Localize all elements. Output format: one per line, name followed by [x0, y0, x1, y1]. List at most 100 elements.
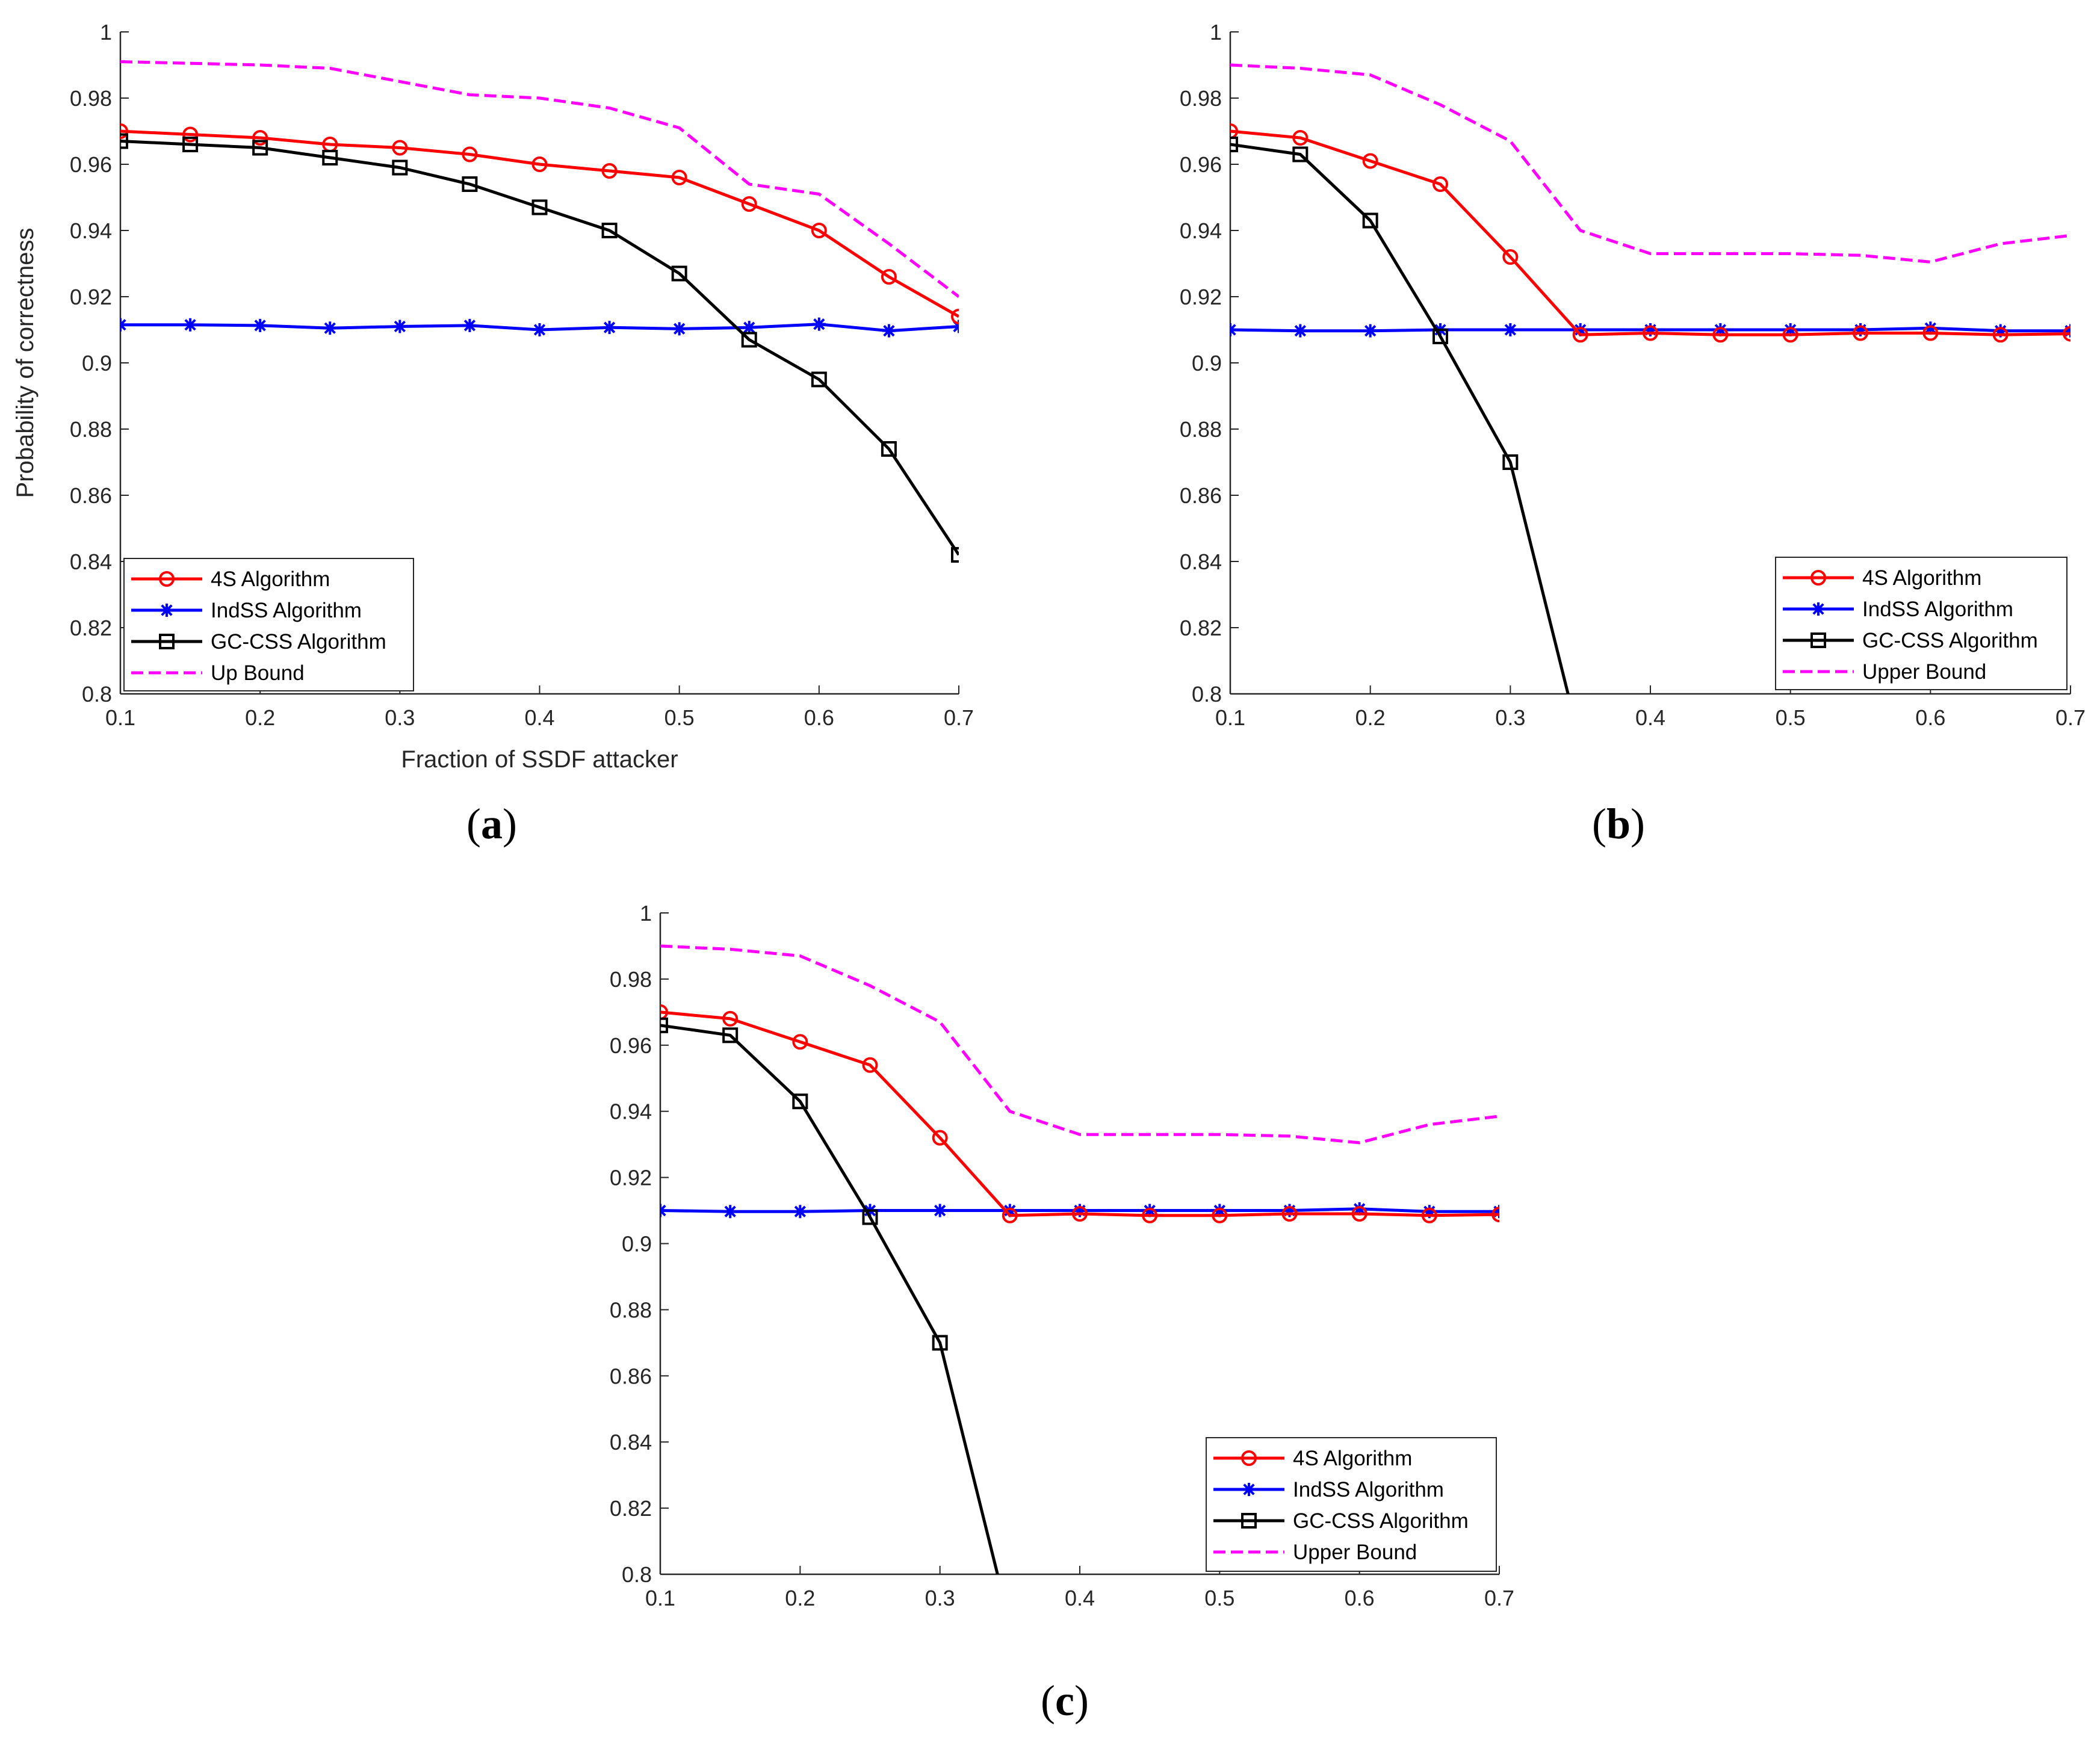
data-point	[1491, 1207, 1499, 1223]
y-axis-title: Probability of correctness	[12, 227, 39, 498]
legend-marker	[159, 634, 175, 649]
data-point	[252, 130, 268, 146]
y-tick-label: 0.86	[610, 1364, 652, 1388]
series-line-4s-algorithm	[120, 129, 959, 318]
y-tick-label: 0.94	[1180, 218, 1222, 243]
data-point	[741, 332, 757, 348]
data-point	[462, 146, 478, 162]
data-point	[182, 137, 199, 152]
y-tick-label: 0.82	[70, 616, 112, 640]
data-point	[1853, 325, 1868, 341]
data-point	[932, 1335, 948, 1351]
data-point	[1363, 324, 1377, 338]
y-tick-label: 0.98	[610, 967, 652, 992]
y-tick-label: 1	[1210, 20, 1222, 45]
legend-marker	[1810, 570, 1826, 586]
data-point	[1142, 1207, 1158, 1223]
y-tick-label: 0.82	[1180, 616, 1222, 640]
data-point	[1433, 329, 1448, 344]
data-point	[1362, 212, 1378, 229]
data-point	[1230, 323, 1237, 336]
legend-label: Upper Bound	[1862, 660, 1986, 684]
series-line-gc-css-algorithm	[120, 140, 959, 556]
legend-label: IndSS Algorithm	[1293, 1478, 1444, 1501]
legend: 4S Algorithm IndSS Algorithm GC-CSS Algori…	[1775, 557, 2067, 690]
series-line-upper-bound	[1230, 63, 2071, 264]
data-point	[601, 223, 618, 238]
series-line-up-bound	[120, 60, 959, 298]
y-tick-label: 0.96	[70, 152, 112, 177]
data-point	[1351, 1206, 1367, 1222]
data-point	[323, 321, 337, 335]
series-line-gc-css-algorithm	[660, 1024, 999, 1574]
data-point	[462, 176, 478, 192]
data-point	[1143, 1204, 1157, 1217]
legend-label: 4S Algorithm	[211, 567, 330, 591]
data-point	[792, 1093, 808, 1110]
series-line-upper-bound	[660, 944, 1499, 1145]
chart-panel-b: 0.1 0.2 0.3 0.4 0.5 0.6 0.7 0.8 0.82 0.84 0.86 0.88…	[1180, 20, 2086, 730]
x-tick-label: 0.5	[1776, 705, 1806, 730]
data-point	[392, 159, 408, 176]
x-tick-label: 0.3	[1495, 705, 1525, 730]
legend-label: GC-CSS Algorithm	[1862, 629, 2038, 652]
data-point	[660, 1004, 668, 1020]
data-point	[1421, 1207, 1437, 1223]
legend-marker	[1242, 1483, 1256, 1496]
plot-area	[1230, 63, 2071, 694]
y-tick-label: 0.86	[1180, 483, 1222, 508]
data-point	[741, 196, 757, 212]
x-tick-label: 0.2	[245, 705, 275, 730]
data-point	[1072, 1206, 1088, 1222]
x-tick-label: 0.7	[2055, 705, 2086, 730]
data-point	[722, 1027, 739, 1044]
y-tick-label: 0.84	[70, 549, 112, 574]
data-point	[862, 1209, 878, 1225]
data-point	[1213, 1204, 1227, 1217]
y-tick-label: 0.88	[70, 417, 112, 442]
chart-panel-a: 0.1 0.2 0.3 0.4 0.5 0.6 0.7 0.8 0.82 0.84 0.86 0.88…	[12, 20, 974, 773]
x-tick-label: 0.6	[1915, 705, 1945, 730]
data-point	[812, 317, 826, 331]
data-point	[722, 1010, 739, 1027]
legend-label: IndSS Algorithm	[1862, 598, 2013, 621]
y-tick-label: 0.96	[610, 1033, 652, 1058]
data-point	[811, 223, 827, 238]
data-point	[1922, 325, 1939, 341]
y-tick-label: 1	[640, 901, 652, 926]
data-point	[660, 1017, 668, 1033]
data-point	[881, 441, 897, 457]
data-point	[463, 318, 477, 332]
y-tick-label: 0.92	[70, 285, 112, 309]
plot-area	[660, 944, 1499, 1574]
data-point	[1993, 324, 2007, 338]
series-line-4s-algorithm	[1230, 129, 2071, 336]
x-tick-label: 0.2	[1355, 705, 1386, 730]
data-point	[1572, 327, 1588, 343]
data-point	[2063, 326, 2071, 342]
data-point	[120, 133, 128, 149]
x-tick-label: 0.3	[385, 705, 415, 730]
y-tick-label: 0.84	[610, 1430, 652, 1455]
data-point	[933, 1204, 947, 1217]
y-tick-label: 0.88	[1180, 417, 1222, 442]
data-point	[932, 1130, 948, 1146]
data-point	[672, 322, 686, 336]
data-point	[1783, 323, 1797, 336]
data-point	[184, 318, 197, 332]
caption-b: (b)	[1592, 800, 1645, 848]
y-tick-label: 0.9	[82, 351, 112, 376]
data-point	[1352, 1202, 1366, 1216]
data-point	[120, 318, 127, 332]
data-point	[1502, 454, 1519, 470]
legend-marker	[1241, 1513, 1257, 1529]
data-point	[811, 371, 827, 388]
data-point	[1281, 1206, 1298, 1222]
y-tick-label: 0.84	[1180, 549, 1222, 574]
data-point	[1643, 325, 1658, 341]
data-point	[601, 163, 618, 179]
x-tick-label: 0.6	[804, 705, 834, 730]
data-point	[182, 126, 199, 143]
data-point	[533, 323, 547, 336]
